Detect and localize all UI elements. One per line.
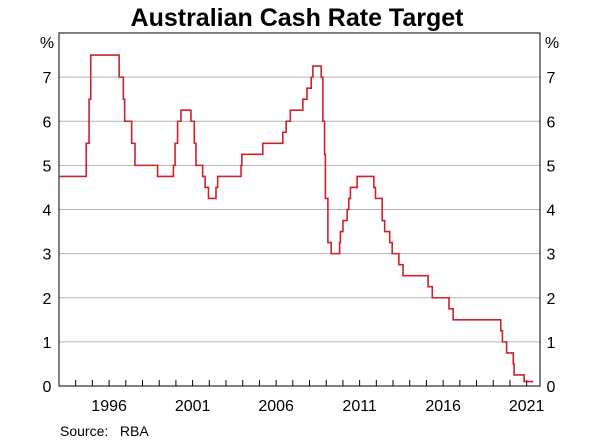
y-axis-left-labels: 0 1 2 3 4 5 6 7 <box>43 70 52 396</box>
x-tick-label: 2001 <box>175 398 211 415</box>
y-tick-label-right: 0 <box>547 379 556 396</box>
y-tick-label-left: 5 <box>43 158 52 175</box>
y-tick-label-left: 7 <box>43 70 52 87</box>
source-note: Source: RBA <box>60 423 149 439</box>
y-tick-label-right: 4 <box>547 203 556 220</box>
gridlines <box>59 76 540 343</box>
x-tick-label: 2016 <box>425 398 461 415</box>
y-tick-label-left: 2 <box>43 291 52 308</box>
y-tick-label-left: 1 <box>43 335 52 352</box>
y-tick-label-right: 7 <box>547 70 556 87</box>
y-tick-label-left: 4 <box>43 203 52 220</box>
y-tick-label-right: 1 <box>547 335 556 352</box>
x-axis-labels: 1996 2001 2006 2011 2016 2021 <box>91 398 544 415</box>
y-tick-label-right: 5 <box>547 158 556 175</box>
y-axis-right-labels: 0 1 2 3 4 5 6 7 <box>547 70 556 396</box>
chart-title: Australian Cash Rate Target <box>131 4 465 32</box>
series-line <box>59 54 534 383</box>
x-tick-label: 2021 <box>509 398 545 415</box>
y-tick-label-right: 2 <box>547 291 556 308</box>
y-unit-right: % <box>545 35 559 52</box>
y-tick-label-left: 0 <box>43 379 52 396</box>
y-tick-label-right: 6 <box>547 114 556 131</box>
y-tick-label-left: 6 <box>43 114 52 131</box>
x-tick-label: 2011 <box>342 398 377 415</box>
x-tick-label: 1996 <box>91 398 127 415</box>
x-tick-label: 2006 <box>258 398 294 415</box>
y-unit-left: % <box>40 35 54 52</box>
plot-frame <box>58 32 541 387</box>
x-axis-ticks <box>75 380 528 386</box>
y-tick-label-right: 3 <box>547 247 556 264</box>
y-tick-label-left: 3 <box>43 247 52 264</box>
